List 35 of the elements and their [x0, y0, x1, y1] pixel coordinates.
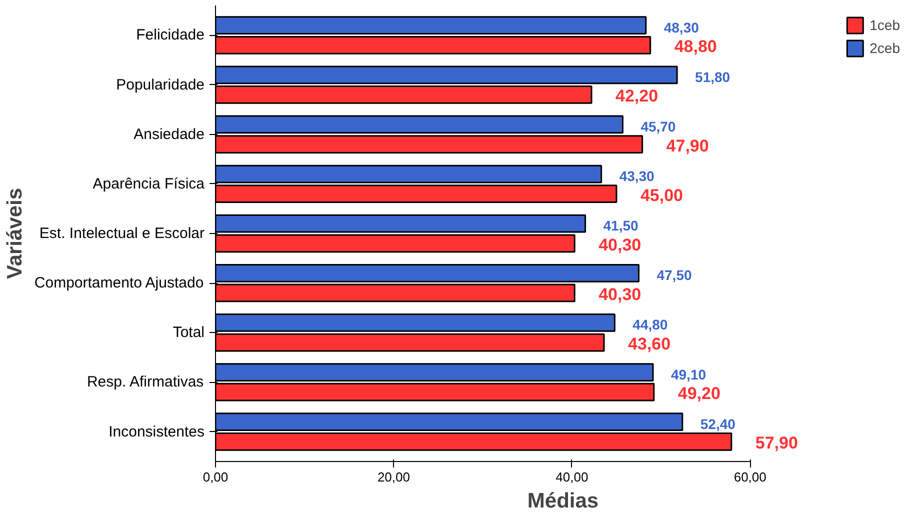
data-label: 51,80	[695, 68, 730, 85]
data-label: 42,20	[616, 86, 658, 106]
y-tick-label: Ansiedade	[134, 126, 205, 143]
y-tick-label: Est. Intelectual e Escolar	[39, 225, 205, 242]
data-label: 43,30	[619, 168, 655, 184]
y-tick-label: Total	[172, 324, 205, 342]
data-label: 40,30	[598, 284, 642, 304]
data-label: 47,50	[656, 267, 692, 284]
data-label: 44,80	[632, 316, 668, 333]
x-tick-label: 40,00	[556, 470, 588, 484]
data-label: 40,30	[598, 235, 642, 254]
y-tick-label: Comportamento Ajustado	[34, 274, 204, 292]
y-tick-label: Inconsistentes	[108, 423, 204, 440]
data-label: 49,20	[678, 384, 720, 404]
data-label: 48,80	[674, 37, 717, 56]
data-label: 47,90	[666, 136, 709, 156]
legend-label: 2ceb	[870, 40, 900, 56]
data-label: 41,50	[603, 218, 639, 234]
y-tick-label: Popularidade	[116, 76, 205, 94]
x-tick-label: 0,00	[202, 470, 228, 484]
x-tick-label: 20,00	[377, 470, 410, 484]
y-tick-label: Aparência Física	[92, 175, 206, 192]
y-tick-label: Felicidade	[136, 26, 205, 44]
y-axis-title: Variáveis	[3, 188, 26, 280]
data-label: 49,10	[670, 366, 706, 382]
y-tick-label: Resp. Afirmativas	[86, 374, 204, 391]
data-label: 43,60	[628, 334, 671, 354]
x-tick-label: 60,00	[734, 470, 766, 484]
data-label: 45,70	[640, 118, 676, 134]
data-label: 57,90	[755, 434, 798, 453]
data-label: 52,40	[700, 416, 736, 432]
legend-label: 1ceb	[870, 17, 900, 33]
data-label: 45,00	[640, 186, 684, 205]
x-axis-title: Médias	[527, 490, 599, 512]
data-label: 48,30	[664, 19, 700, 36]
